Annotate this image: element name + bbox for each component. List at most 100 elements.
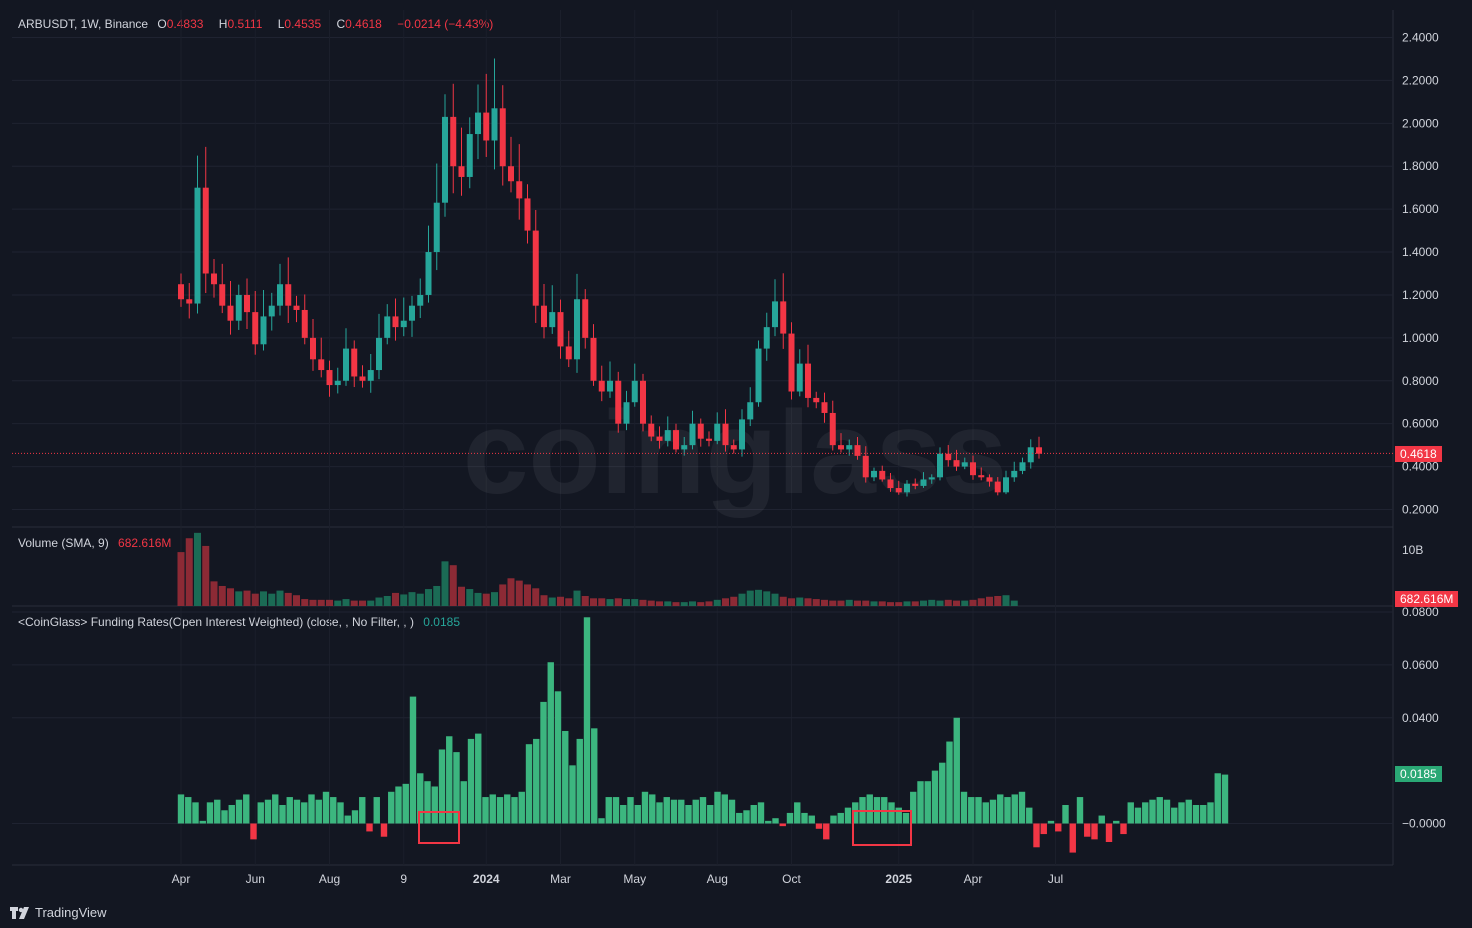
candle-body	[796, 363, 803, 392]
volume-bar	[895, 602, 903, 606]
candle-body	[763, 327, 770, 349]
candle-body	[244, 294, 250, 313]
funding-tick-label: 0.0600	[1402, 658, 1439, 672]
candle-body	[235, 294, 242, 321]
funding-bar	[1134, 807, 1142, 824]
volume-bar	[383, 595, 391, 606]
funding-bar	[272, 794, 279, 824]
candle-body	[334, 380, 341, 386]
volume-tick-label: 10B	[1402, 543, 1423, 557]
funding-bar	[569, 765, 576, 824]
volume-bar	[920, 600, 927, 606]
funding-bar	[1142, 802, 1149, 824]
candle-body	[887, 479, 894, 489]
price-tick-label: 0.6000	[1402, 417, 1439, 431]
tradingview-brand[interactable]: TradingView	[10, 905, 107, 920]
volume-bar	[499, 584, 507, 606]
volume-bar	[474, 592, 482, 606]
symbol-label: ARBUSDT, 1W, Binance	[18, 17, 149, 31]
funding-rate-tag: 0.0185	[1395, 766, 1442, 782]
funding-bar	[656, 802, 663, 824]
volume-bar	[268, 593, 276, 606]
funding-bar	[228, 804, 235, 824]
funding-bar	[554, 691, 562, 824]
volume-bar	[977, 598, 985, 606]
candle-body	[565, 346, 572, 360]
volume-bar	[350, 600, 358, 606]
volume-bar	[507, 578, 515, 606]
candle-body	[821, 402, 828, 413]
volume-bar	[309, 599, 317, 606]
funding-bar	[1163, 799, 1171, 824]
funding-bar	[525, 744, 533, 824]
funding-bar	[380, 823, 388, 837]
funding-bar	[301, 802, 308, 824]
tradingview-logo-icon	[10, 906, 29, 919]
candle-body	[417, 294, 424, 306]
volume-bar	[194, 532, 201, 606]
funding-bar	[330, 797, 337, 824]
candle-body	[541, 305, 547, 328]
candle-body	[508, 166, 514, 182]
funding-bar	[852, 802, 859, 824]
volume-bar	[202, 545, 210, 606]
funding-bar	[475, 733, 482, 824]
candle-body	[475, 112, 481, 135]
time-tick-label: Mar	[550, 872, 571, 886]
candle-body	[400, 320, 407, 328]
candle-body	[285, 284, 292, 306]
candle-body	[359, 376, 366, 381]
time-tick-label: Aug	[319, 872, 340, 886]
candle-body	[491, 108, 498, 141]
time-tick-label: May	[623, 872, 646, 886]
candle-body	[194, 187, 201, 304]
volume-bar	[293, 595, 300, 606]
funding-bar	[1192, 804, 1200, 824]
candle-body	[318, 359, 325, 371]
candle-body	[994, 481, 1001, 493]
funding-bar	[1055, 823, 1062, 832]
funding-tick-label: 0.0800	[1402, 605, 1439, 619]
candle-body	[549, 312, 556, 328]
volume-bar	[524, 584, 531, 606]
volume-bar	[367, 600, 375, 606]
funding-bar	[1084, 823, 1091, 837]
time-tick-label: Jun	[246, 872, 265, 886]
funding-bar	[670, 799, 678, 824]
funding-bar	[424, 781, 431, 824]
volume-bar	[565, 598, 573, 606]
time-tick-label: Aug	[707, 872, 728, 886]
volume-bar	[722, 598, 729, 606]
funding-bar	[489, 794, 496, 824]
funding-bar	[736, 812, 743, 824]
volume-bar	[961, 600, 969, 606]
candle-body	[904, 483, 910, 493]
funding-bar	[576, 738, 583, 824]
funding-bar	[351, 810, 359, 824]
volume-bar	[911, 601, 919, 606]
funding-tick-label: 0.0400	[1402, 711, 1439, 725]
candle-body	[1003, 477, 1009, 493]
candle-body	[945, 453, 952, 461]
volume-bar	[854, 600, 861, 606]
candle-body	[689, 423, 696, 446]
funding-bar	[960, 791, 968, 824]
funding-bar	[663, 797, 670, 824]
funding-bar	[460, 781, 467, 824]
funding-bar	[844, 807, 852, 824]
funding-bar	[1098, 815, 1105, 824]
volume-bar	[887, 602, 894, 606]
candle-body	[854, 445, 861, 456]
volume-bar	[928, 599, 936, 606]
funding-bar	[837, 812, 844, 824]
funding-bar	[924, 781, 931, 824]
candle-body	[978, 475, 985, 478]
funding-bar	[1040, 823, 1047, 835]
volume-bar	[738, 593, 746, 606]
funding-bar	[917, 781, 924, 824]
candle-body	[755, 348, 762, 403]
funding-bar	[221, 810, 228, 824]
candle-body	[211, 273, 217, 285]
volume-bar	[276, 590, 284, 606]
